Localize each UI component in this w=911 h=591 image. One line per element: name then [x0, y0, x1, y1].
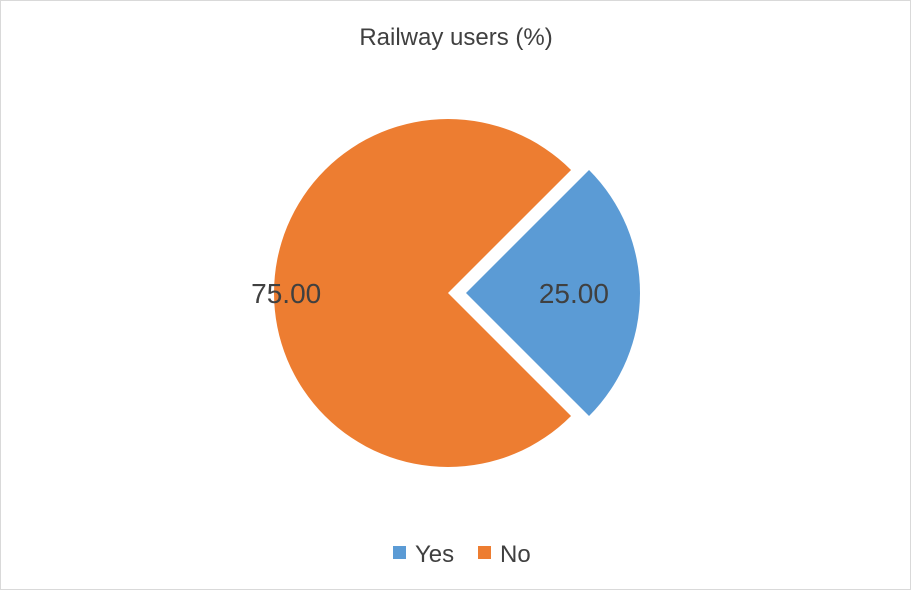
pie-slice-no [274, 118, 572, 468]
legend-item-yes: Yes [393, 541, 454, 568]
pie-slices [274, 118, 640, 468]
legend-item-no: No [478, 541, 531, 568]
legend-swatch-yes [393, 546, 406, 559]
chart-title: Railway users (%) [359, 24, 552, 51]
data-label-no: 75.00 [251, 278, 321, 309]
legend-label-yes: Yes [415, 541, 454, 568]
legend-label-no: No [500, 541, 531, 568]
legend: Yes No [393, 541, 531, 568]
data-labels: 25.00 75.00 [251, 278, 609, 309]
pie-slice-yes [466, 169, 640, 417]
data-label-yes: 25.00 [539, 278, 609, 309]
legend-swatch-no [478, 546, 491, 559]
